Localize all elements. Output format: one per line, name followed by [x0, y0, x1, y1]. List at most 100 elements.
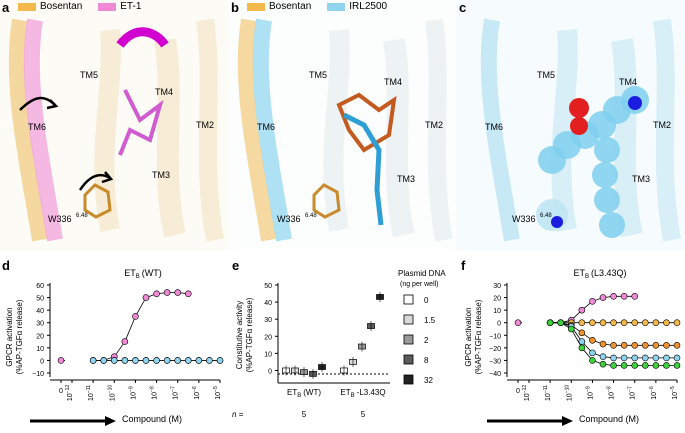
- x-tick-exponent: −8: [607, 386, 613, 392]
- legend-swatch-bosentan: [247, 2, 265, 11]
- tm5-label: TM5: [309, 70, 327, 80]
- data-point: [631, 319, 639, 327]
- y-tick-label: 30: [36, 321, 44, 328]
- data-point: [620, 319, 628, 327]
- data-point: [57, 357, 65, 364]
- tm2-label: TM2: [653, 120, 671, 130]
- data-point: [620, 354, 628, 362]
- y-axis-label-2: (%AP-TGFα release): [15, 299, 24, 374]
- tm3-label: TM3: [152, 170, 170, 180]
- data-point: [620, 362, 628, 369]
- data-point: [610, 354, 617, 362]
- data-point: [142, 294, 150, 301]
- panel-f: f ETB (L3.43Q) GPCR activation (%AP-TGFα …: [457, 255, 685, 430]
- tm3-label: TM3: [397, 174, 415, 184]
- residue-label: W336: [512, 214, 536, 224]
- chart-e: Constitutive activity (%AP-TGFα release)…: [232, 269, 446, 419]
- y-tick-label: −20: [489, 346, 501, 353]
- y-tick-label: 10: [264, 351, 272, 358]
- data-point: [631, 354, 639, 362]
- data-point: [663, 342, 670, 349]
- data-point: [163, 289, 171, 296]
- x-tick-label: 10−6: [192, 386, 201, 400]
- legend-label: 2: [424, 336, 429, 345]
- data-point: [652, 342, 660, 349]
- data-point: [673, 319, 681, 327]
- x-tick-label: 10−6: [649, 386, 658, 400]
- y-tick-label: 0: [40, 358, 44, 365]
- panel-c: TM5 TM4 TM6 TM2 TM3 W336 6.48 c: [457, 0, 685, 250]
- data-point: [121, 357, 129, 364]
- panel-label-e: e: [232, 258, 240, 273]
- x-tick-exponent: −6: [649, 386, 655, 392]
- data-point: [610, 362, 617, 369]
- data-point: [514, 319, 522, 327]
- tm2-label: TM2: [425, 120, 443, 130]
- residue-superscript: 6.48: [305, 213, 317, 219]
- data-point: [121, 338, 129, 345]
- x-tick-exponent: −11: [86, 385, 92, 393]
- x-tick-label: 10−8: [150, 386, 159, 400]
- data-point: [631, 362, 639, 369]
- data-point: [153, 290, 160, 298]
- structure-b-image: TM5 TM4 TM6 TM2 TM3 W336 6.48: [229, 0, 457, 250]
- data-point: [163, 357, 171, 364]
- panel-label-c: c: [459, 0, 467, 15]
- n-value-wt: 5: [302, 410, 307, 419]
- x-tick-label: 10−11: [86, 385, 95, 401]
- residue-label: W336: [48, 214, 72, 224]
- data-point: [174, 357, 182, 364]
- y-axis-label-2: (%AP-TGFα release): [474, 299, 483, 374]
- x-axis-caption-d: Compound (M): [30, 414, 230, 428]
- legend-swatch-irl2500: [327, 2, 346, 11]
- x-tick-label: 10−7: [171, 386, 180, 400]
- legend-swatch-bosentan: [18, 2, 36, 11]
- y-tick-label: 20: [36, 333, 44, 340]
- x-tick-label: 10−12: [65, 385, 74, 401]
- legend-swatch: [403, 354, 414, 365]
- panel-label-f: f: [461, 258, 466, 273]
- legend-label: Bosentan: [40, 1, 83, 12]
- data-point: [673, 362, 681, 369]
- legend-title: Plasmid DNA: [398, 269, 446, 278]
- arrow-icon: [30, 416, 116, 426]
- x-tick-exponent: −12: [522, 385, 528, 394]
- x-tick-exponent: −7: [628, 386, 634, 392]
- y-tick-label: −10: [489, 333, 501, 340]
- data-point: [652, 362, 660, 369]
- x-tick-exponent: −8: [150, 386, 156, 392]
- data-point: [578, 319, 586, 327]
- data-point: [184, 290, 192, 298]
- data-point: [132, 357, 139, 364]
- data-point: [610, 342, 617, 349]
- legend-swatch-et1: [98, 2, 117, 11]
- legend-label: 1.5: [424, 316, 436, 325]
- legend-label: 0: [424, 296, 429, 305]
- legend-label: Bosentan: [269, 1, 312, 12]
- data-point: [599, 360, 607, 368]
- chart-title: ETB (L3.43Q): [573, 268, 626, 280]
- x-tick-label: 0: [59, 388, 63, 395]
- legend-label: 8: [424, 356, 429, 365]
- residue-superscript: 6.48: [540, 213, 552, 219]
- x-tick-exponent: −9: [585, 386, 591, 392]
- data-point: [89, 357, 97, 364]
- tm3-label: TM3: [632, 174, 650, 184]
- x-tick-label: 10−11: [543, 385, 552, 401]
- panel-d: d ETB (WT) GPCR activation (%AP-TGFα rele…: [0, 255, 230, 430]
- tm5-label: TM5: [80, 70, 98, 80]
- x-tick-label: 10−5: [670, 386, 679, 400]
- data-point: [663, 354, 670, 362]
- x-tick-exponent: −5: [670, 386, 676, 392]
- y-tick-label: −30: [489, 358, 501, 365]
- residue-label: W336: [277, 214, 301, 224]
- x-tick-label: 10−9: [128, 386, 137, 400]
- y-tick-label: −40: [489, 371, 501, 378]
- y-tick-label: 30: [264, 317, 272, 324]
- data-point: [641, 362, 649, 369]
- data-point: [195, 357, 203, 364]
- x-tick-exponent: −7: [171, 386, 177, 392]
- legend-swatch: [403, 334, 414, 345]
- x-tick-exponent: −10: [107, 385, 113, 394]
- residue-superscript: 6.48: [76, 213, 88, 219]
